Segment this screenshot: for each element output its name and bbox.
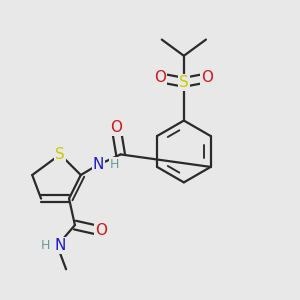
- Text: O: O: [95, 224, 107, 238]
- Text: O: O: [110, 120, 122, 135]
- Text: S: S: [55, 147, 65, 162]
- Text: N: N: [55, 238, 66, 253]
- Text: H: H: [41, 239, 50, 252]
- Text: O: O: [201, 70, 213, 86]
- Text: N: N: [93, 157, 104, 172]
- Text: S: S: [179, 75, 189, 90]
- Text: O: O: [154, 70, 166, 86]
- Text: H: H: [110, 158, 119, 171]
